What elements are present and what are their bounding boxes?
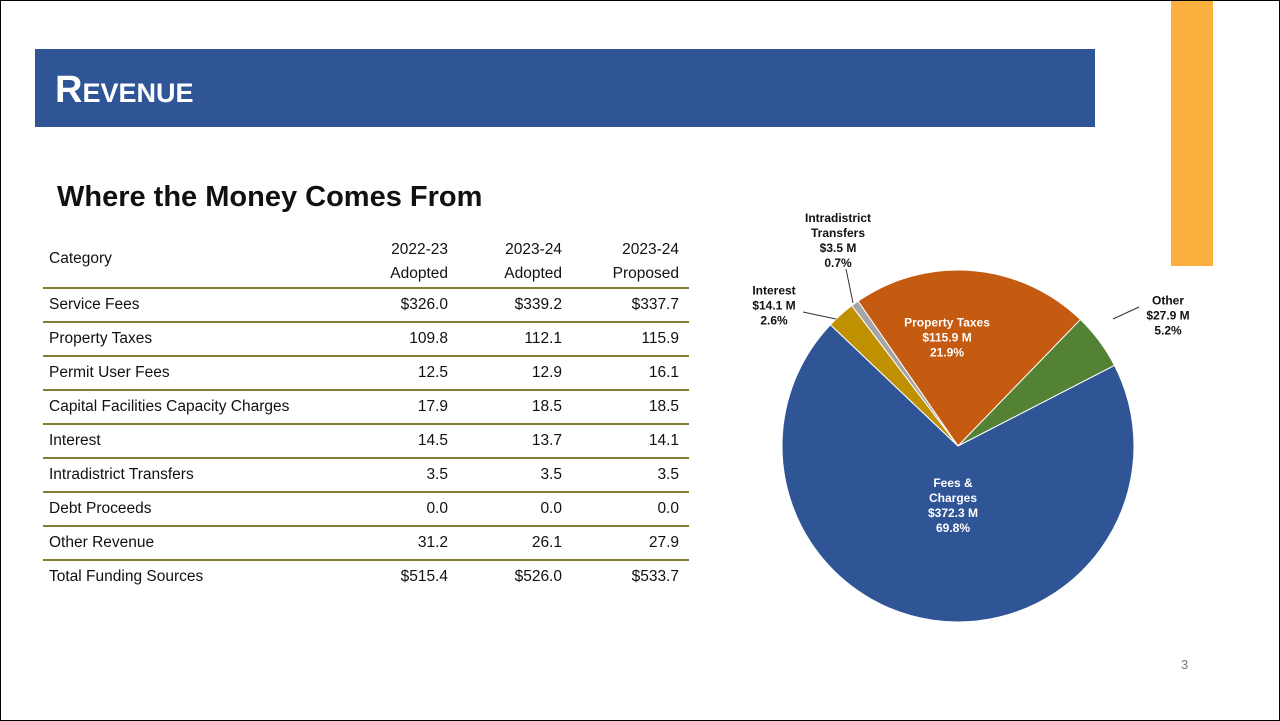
cell-value: 17.9 [417,398,448,415]
cell-value: 26.1 [531,534,562,551]
leader-line [845,268,854,304]
slice-percent: 0.7% [824,256,852,270]
cell-value: 0.0 [426,500,448,517]
leader-line [802,311,837,320]
cell-value: 3.5 [657,466,679,483]
column-label: Adopted [390,265,448,282]
accent-bar [1171,1,1213,266]
header-title: Revenue [55,69,194,111]
pie-slice [857,269,1082,447]
slice-percent: 69.8% [935,521,971,535]
cell-value: 109.8 [409,330,448,347]
column-label: Proposed [612,265,679,282]
slice-amount: $372.3 M [927,506,979,520]
cell-value: 31.2 [417,534,448,551]
pie-slice [781,324,1135,623]
row-label: Service Fees [49,296,140,313]
slice-label: Other $27.9 M 5.2% [1133,294,1203,339]
cell-value: 14.5 [417,432,448,449]
cell-value: 115.9 [641,330,679,347]
cell-value: $533.7 [631,568,679,585]
slice-amount: $27.9 M [1146,308,1190,323]
cell-value: $515.4 [400,568,448,585]
row-rule [43,491,689,493]
slice-name: Intradistrict Transfers [804,211,871,240]
header-bar [35,49,1095,127]
page-number: 3 [1181,657,1189,672]
cell-value: 18.5 [531,398,562,415]
cell-value: $526.0 [514,568,562,585]
row-label: Property Taxes [49,330,153,347]
pie-slice [851,300,959,447]
cell-value: 27.9 [648,534,679,551]
cell-value: 13.7 [531,432,562,449]
slice-name: Fees & Charges [928,476,978,505]
slice-amount: $3.5 M [819,241,857,255]
row-label: Debt Proceeds [49,500,152,517]
row-label: Interest [49,432,101,449]
row-rule [43,389,689,391]
column-year: 2023-24 [622,241,679,258]
slice-label: Interest $14.1 M 2.6% [744,284,804,329]
row-rule [43,321,689,323]
slice-amount: $14.1 M [752,298,796,313]
column-label: Adopted [504,265,562,282]
row-label: Permit User Fees [49,364,170,381]
row-rule [43,457,689,459]
cell-value: 3.5 [540,466,562,483]
row-rule [43,525,689,527]
slice-name: Property Taxes [904,315,990,330]
cell-value: 12.5 [417,364,448,381]
row-label: Total Funding Sources [49,568,204,585]
table-title: Where the Money Comes From [57,181,483,213]
cell-value: 16.1 [648,364,679,381]
slice-percent: 2.6% [760,313,788,328]
header-rule [43,287,689,289]
slice-percent: 5.2% [1154,323,1182,338]
slice-label: Fees & Charges $372.3 M 69.8% [923,476,983,536]
cell-value: 0.0 [540,500,562,517]
row-label: Intradistrict Transfers [49,466,194,483]
cell-value: $326.0 [400,296,448,313]
cell-value: 18.5 [648,398,679,415]
row-label: Other Revenue [49,534,155,551]
row-label: Capital Facilities Capacity Charges [49,398,290,415]
slice-label: Intradistrict Transfers $3.5 M 0.7% [793,211,883,271]
cell-value: $339.2 [514,296,562,313]
cell-value: 0.0 [657,500,679,517]
slice-amount: $115.9 M [922,330,972,345]
column-year: 2023-24 [505,241,562,258]
leader-line [1112,306,1140,320]
slice-name: Other [1151,293,1184,308]
column-header: Category [49,250,112,267]
cell-value: $337.7 [631,296,679,313]
slice-label: Property Taxes $115.9 M 21.9% [877,316,1017,361]
cell-value: 3.5 [426,466,448,483]
cell-value: 14.1 [648,432,679,449]
cell-value: 112.1 [524,330,562,347]
row-rule [43,559,689,561]
row-rule [43,355,689,357]
slice-percent: 21.9% [929,345,965,360]
slice-name: Interest [752,283,796,298]
row-rule [43,423,689,425]
cell-value: 12.9 [531,364,562,381]
column-year: 2022-23 [391,241,448,258]
